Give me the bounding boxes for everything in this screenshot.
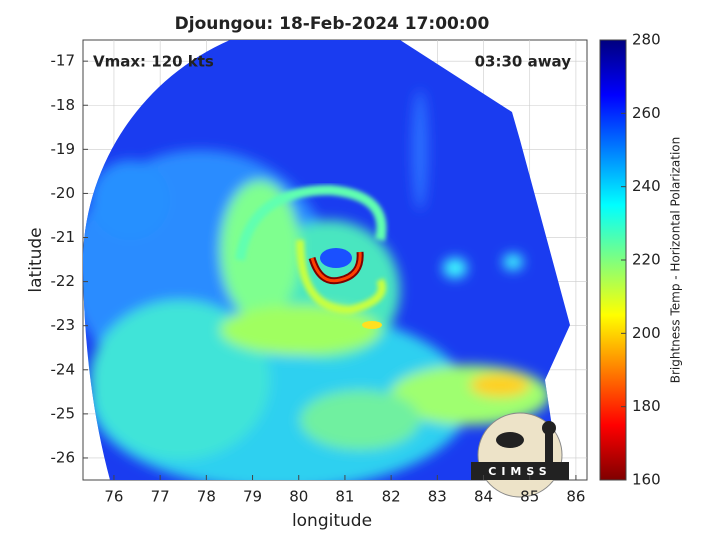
colorbar-tick-label: 200 bbox=[632, 324, 661, 342]
x-tick-label: 81 bbox=[335, 488, 354, 506]
colorbar-label: Brightness Temp - Horizontal Polarizatio… bbox=[669, 137, 683, 384]
cimss-logo: CIMSS bbox=[471, 412, 569, 498]
y-tick-label: -19 bbox=[51, 140, 76, 158]
y-tick-label: -21 bbox=[51, 228, 76, 246]
logo-text: CIMSS bbox=[488, 465, 551, 478]
y-tick-label: -25 bbox=[51, 404, 76, 422]
x-axis-label: longitude bbox=[292, 511, 372, 531]
x-tick-label: 83 bbox=[428, 488, 447, 506]
x-tick-label: 77 bbox=[151, 488, 170, 506]
colorbar-tick-label: 220 bbox=[632, 251, 661, 269]
y-tick-label: -20 bbox=[51, 184, 76, 202]
y-tick-label: -18 bbox=[51, 96, 76, 114]
y-axis-label: latitude bbox=[26, 227, 46, 292]
x-tick-label: 82 bbox=[382, 488, 401, 506]
chart-title: Djoungou: 18-Feb-2024 17:00:00 bbox=[175, 14, 490, 34]
annotation: 03:30 away bbox=[475, 53, 572, 71]
x-tick-label: 79 bbox=[243, 488, 262, 506]
y-tick-label: -26 bbox=[51, 448, 76, 466]
colorbar-tick-label: 180 bbox=[632, 397, 661, 415]
satellite-image bbox=[83, 40, 570, 480]
y-tick-label: -24 bbox=[51, 360, 76, 378]
y-tick-label: -17 bbox=[51, 52, 76, 70]
colorbar-tick-label: 160 bbox=[632, 471, 661, 489]
x-tick-label: 80 bbox=[289, 488, 308, 506]
x-tick-label: 86 bbox=[566, 488, 585, 506]
colorbar-tick-label: 260 bbox=[632, 104, 661, 122]
colorbar-tick-label: 280 bbox=[632, 31, 661, 49]
x-tick-label: 76 bbox=[104, 488, 123, 506]
x-tick-label: 85 bbox=[520, 488, 539, 506]
colorbar-tick-label: 240 bbox=[632, 177, 661, 195]
y-tick-label: -23 bbox=[51, 316, 76, 334]
x-tick-label: 78 bbox=[197, 488, 216, 506]
y-tick-label: -22 bbox=[51, 272, 76, 290]
annotation: Vmax: 120 kts bbox=[93, 53, 214, 71]
x-tick-label: 84 bbox=[474, 488, 493, 506]
